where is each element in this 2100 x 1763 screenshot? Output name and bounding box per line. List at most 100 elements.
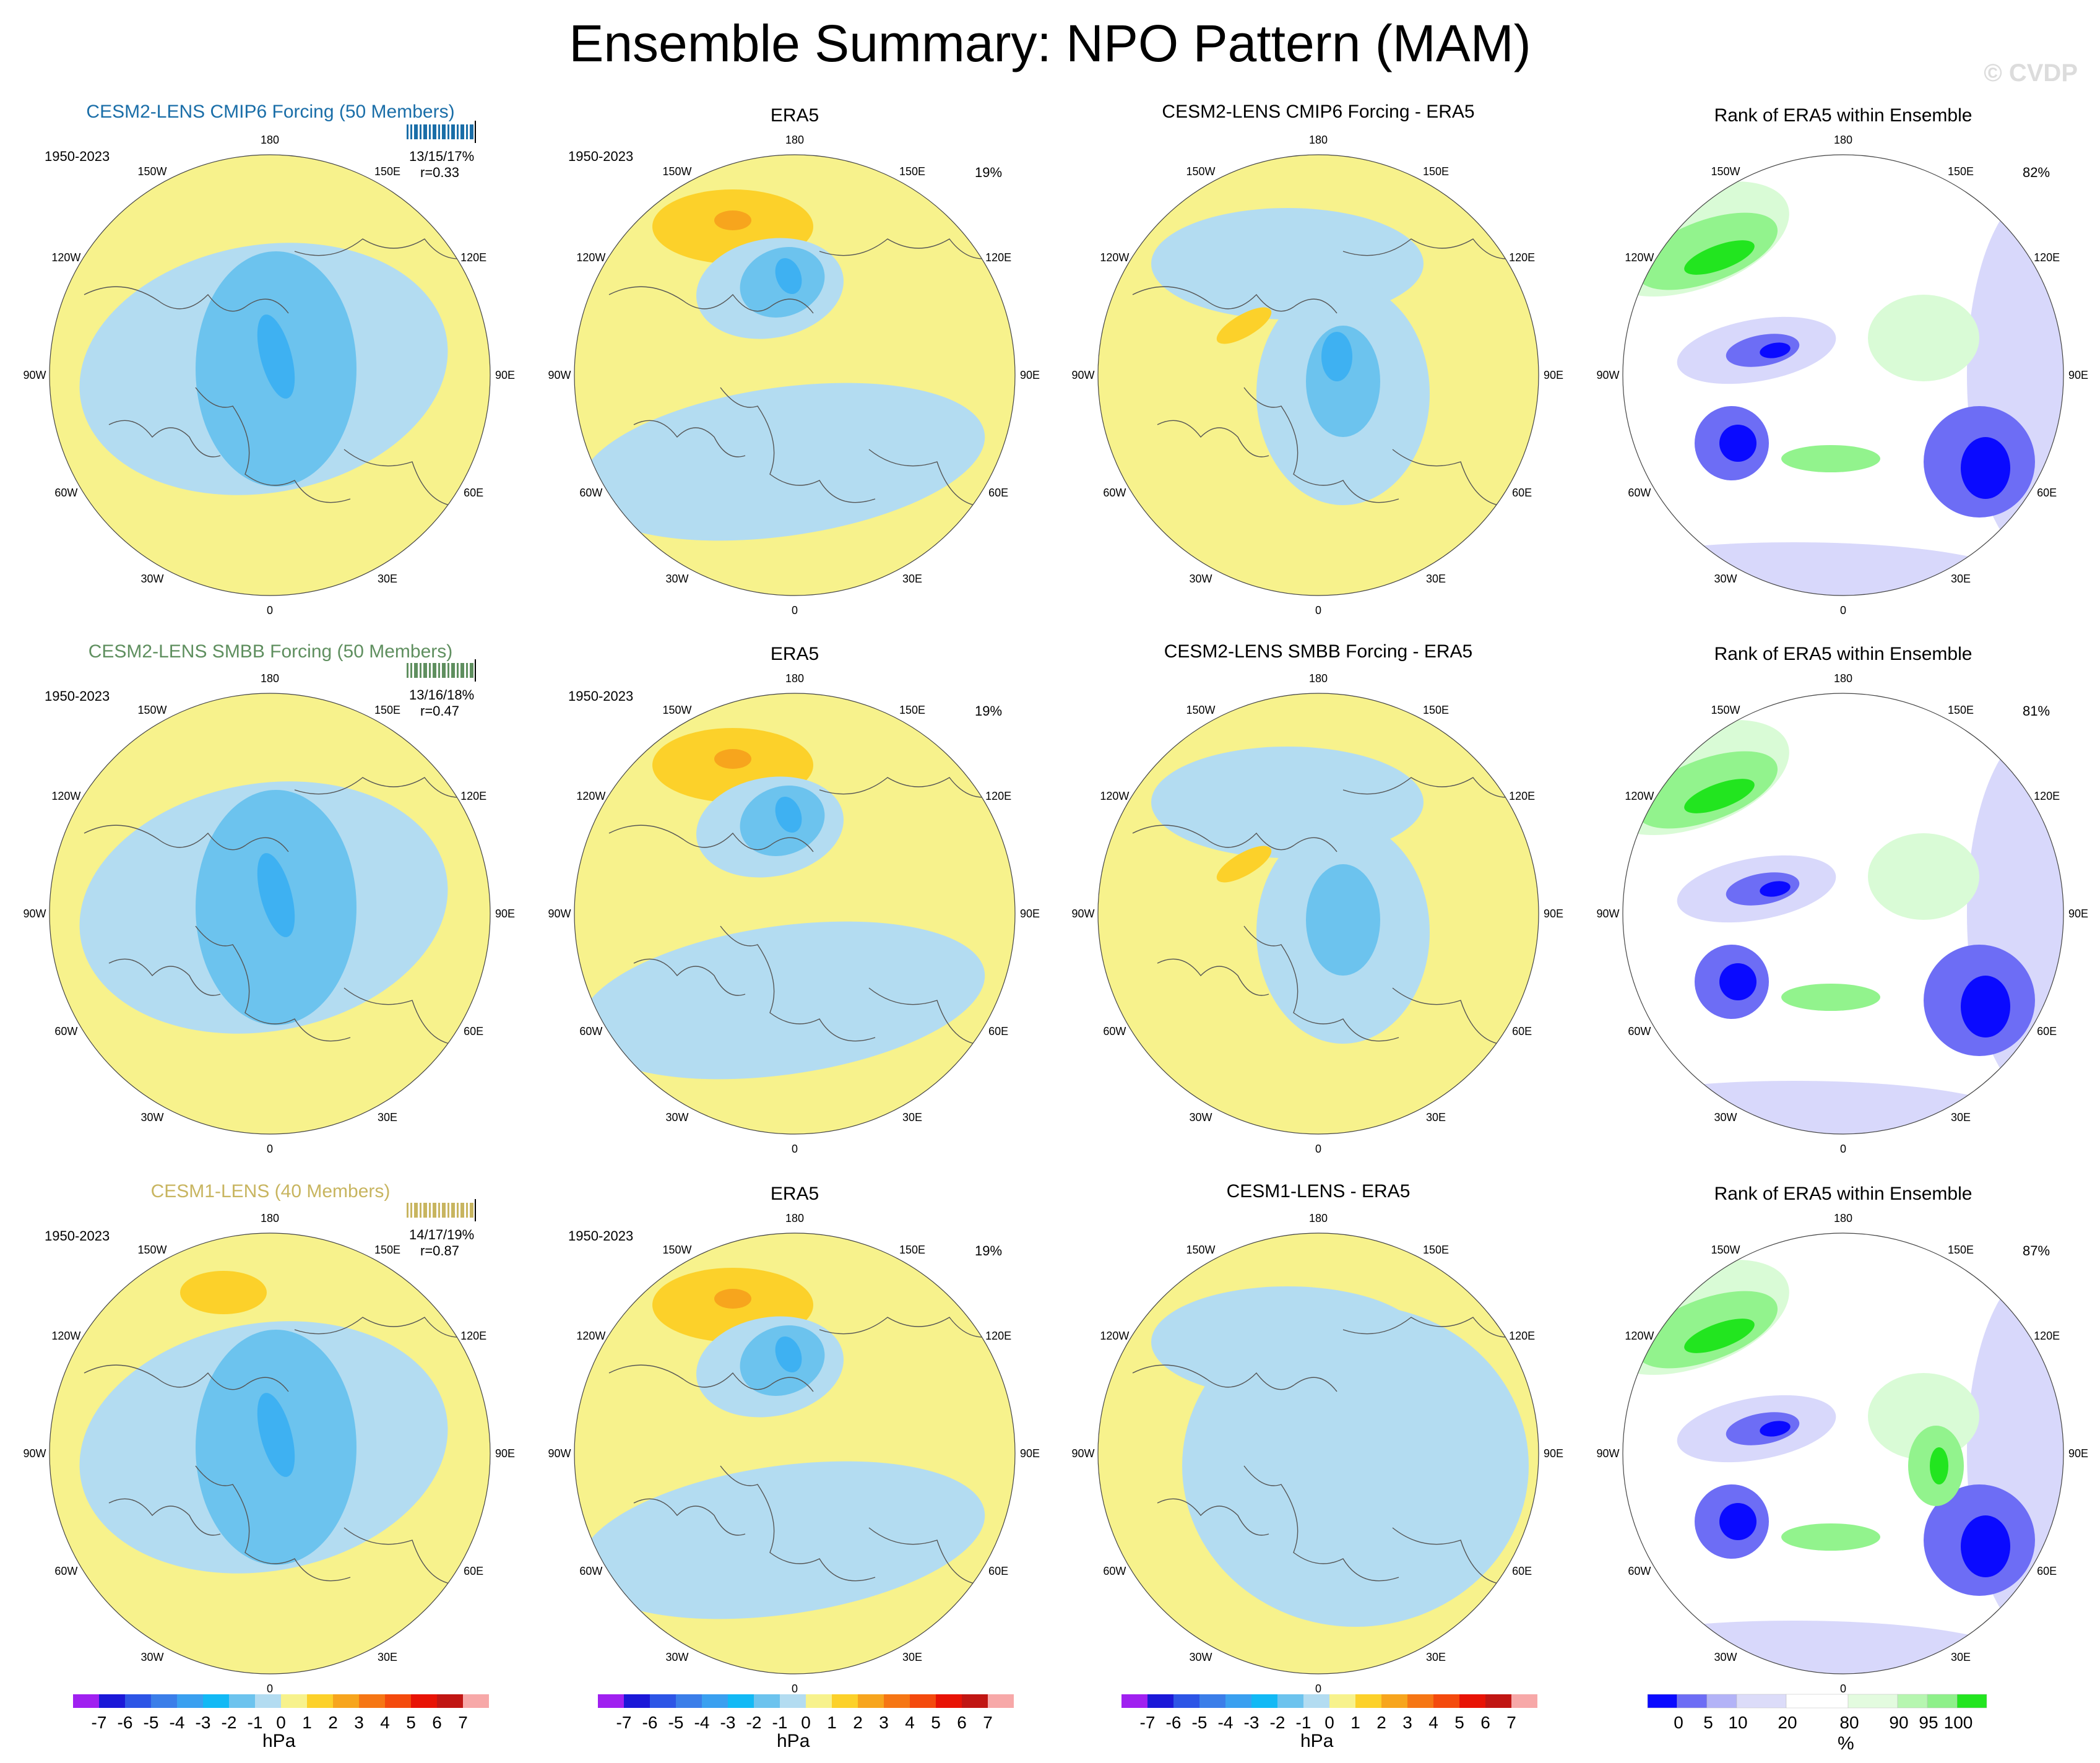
colorbar-segment — [411, 1694, 437, 1708]
longitude-label: 150W — [662, 165, 691, 178]
ensemble-member-tick — [460, 663, 462, 678]
ensemble-member-tick — [472, 1203, 473, 1218]
corr-label-2: r=0.47 — [420, 703, 459, 719]
ensemble-member-tick — [407, 1203, 408, 1218]
colorbar-segment — [1277, 1694, 1303, 1708]
longitude-label: 120E — [460, 251, 486, 264]
colorbar-segment — [728, 1694, 754, 1708]
coastline — [84, 825, 289, 852]
coastline — [1243, 1465, 1399, 1582]
colorbar-tick-label: 2 — [853, 1713, 863, 1732]
longitude-label: 0 — [1840, 604, 1846, 617]
colorbar-segment — [1433, 1694, 1459, 1708]
longitude-label: 0 — [792, 604, 798, 617]
rank-area — [1684, 240, 1755, 275]
longitude-label: 30W — [140, 1111, 163, 1124]
colorbar-segment — [1225, 1694, 1251, 1708]
ensemble-member-tick — [444, 663, 446, 678]
colorbar-tick-label: -4 — [694, 1713, 710, 1732]
longitude-label: 60W — [1103, 1025, 1126, 1037]
colorbar-tick-label: 7 — [1506, 1713, 1516, 1732]
rank-area — [1719, 1503, 1756, 1540]
longitude-label: 150E — [1423, 165, 1449, 178]
rank-colorbar-segment — [1847, 1694, 1898, 1709]
longitude-label: 30E — [1951, 1111, 1971, 1124]
longitude-label: 120W — [576, 1330, 605, 1342]
rank-area — [1781, 1523, 1880, 1551]
ensemble-member-tick — [472, 663, 473, 678]
period-label-model-2: 1950-2023 — [45, 688, 110, 704]
ensemble-member-tick — [451, 1203, 453, 1218]
coastline — [1243, 925, 1399, 1042]
longitude-label: 120W — [1625, 1330, 1654, 1342]
colorbar-tick-label: 0 — [276, 1713, 286, 1732]
colorbar-tick-label: 3 — [354, 1713, 364, 1732]
panel-title-diff-3: CESM1-LENS - ERA5 — [1226, 1181, 1411, 1202]
longitude-label: 150W — [137, 1244, 166, 1256]
longitude-label: 30W — [1714, 1651, 1737, 1663]
longitude-label: 60W — [54, 1025, 77, 1037]
longitude-label: 150E — [1948, 1244, 1974, 1256]
colorbar-tick-label: -2 — [222, 1713, 237, 1732]
coastline — [868, 987, 975, 1044]
longitude-label: 90W — [548, 907, 571, 920]
longitude-label: 30E — [378, 573, 397, 585]
longitude-label: 120E — [1509, 251, 1535, 264]
longitude-label: 120W — [1100, 251, 1129, 264]
longitude-label: 180 — [1834, 134, 1852, 146]
ensemble-member-tick — [470, 663, 472, 678]
rank-area — [1623, 1621, 2016, 1674]
map-panel — [1098, 1233, 1539, 1674]
ensemble-member-tick — [433, 124, 434, 139]
colorbar-tick-label: 1 — [827, 1713, 837, 1732]
period-label-model-3: 1950-2023 — [45, 1228, 110, 1244]
colorbar-tick-label: -2 — [1270, 1713, 1285, 1732]
longitude-label: 120E — [2034, 251, 2060, 264]
map-border — [574, 1232, 1016, 1674]
longitude-label: 60W — [1103, 487, 1126, 499]
map-panel — [50, 693, 490, 1134]
colorbar-segment — [1173, 1694, 1199, 1708]
rank-area — [1961, 976, 2010, 1037]
colorbar-tick-label: 1 — [302, 1713, 312, 1732]
colorbar-segment — [437, 1694, 463, 1708]
coastline — [633, 1498, 746, 1536]
colorbar-segment — [988, 1694, 1014, 1708]
ensemble-member-tick — [420, 124, 421, 139]
longitude-label: 90E — [495, 907, 515, 920]
coastline — [344, 987, 450, 1044]
negative-anomaly — [579, 1461, 985, 1619]
longitude-label: 30W — [1714, 1111, 1737, 1124]
coastline — [294, 1317, 469, 1338]
longitude-label: 120E — [1509, 1330, 1535, 1342]
longitude-label: 180 — [785, 1212, 804, 1224]
ensemble-member-tick — [410, 663, 412, 678]
colorbar-segment — [1485, 1694, 1511, 1708]
negative-anomaly — [579, 921, 985, 1080]
rank-area — [1760, 342, 1791, 358]
colorbar-segment — [832, 1694, 858, 1708]
longitude-label: 90W — [23, 907, 46, 920]
colorbar-segment — [884, 1694, 910, 1708]
colorbar-segment — [281, 1694, 307, 1708]
map-panel — [1623, 693, 2063, 1134]
ensemble-member-tick — [447, 663, 449, 678]
longitude-label: 90E — [1020, 369, 1040, 381]
coastline — [1392, 987, 1498, 1044]
longitude-label: 0 — [267, 1683, 273, 1695]
longitude-label: 90W — [1596, 1447, 1619, 1460]
colorbar-segment — [858, 1694, 884, 1708]
longitude-label: 150W — [662, 704, 691, 716]
ensemble-member-tick — [466, 124, 468, 139]
rank-colorbar-segment — [1647, 1694, 1678, 1709]
longitude-label: 60E — [988, 487, 1008, 499]
longitude-label: 90E — [495, 1447, 515, 1460]
colorbar-tick-label: -5 — [668, 1713, 684, 1732]
longitude-label: 120E — [985, 790, 1011, 802]
ensemble-member-tick — [423, 124, 425, 139]
colorbar-tick-label: 6 — [957, 1713, 967, 1732]
ensemble-member-tick — [433, 663, 434, 678]
longitude-label: 90W — [23, 1447, 46, 1460]
map-border — [1622, 154, 2064, 596]
longitude-label: 60E — [464, 1565, 483, 1577]
